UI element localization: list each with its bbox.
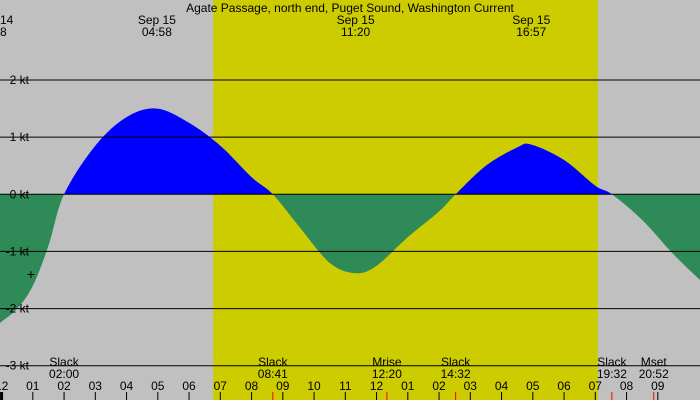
hour-label-7: 06 <box>182 379 196 393</box>
hour-label-4: 03 <box>89 379 103 393</box>
hour-label-2: 01 <box>26 379 40 393</box>
event-name-4: Slack <box>597 355 627 369</box>
max-flow-time-2: 16:57 <box>516 25 546 39</box>
edge-label-bottom: 8 <box>0 25 7 39</box>
current-area-layer <box>0 108 700 323</box>
event-time-5: 20:52 <box>639 367 669 381</box>
max-flow-date-0: Sep 15 <box>138 13 176 27</box>
hour-label-10: 09 <box>276 379 290 393</box>
ebb-area-2 <box>272 194 456 274</box>
hour-label-14: 01 <box>401 379 415 393</box>
hour-label-11: 10 <box>307 379 321 393</box>
event-name-2: Mrise <box>372 355 402 369</box>
max-flow-time-0: 04:58 <box>142 25 172 39</box>
hour-label-1: 12 <box>0 379 9 393</box>
max-flow-date-2: Sep 15 <box>512 13 550 27</box>
event-name-5: Mset <box>641 355 668 369</box>
hour-label-3: 02 <box>57 379 71 393</box>
hour-label-16: 03 <box>464 379 478 393</box>
chart-title: Agate Passage, north end, Puget Sound, W… <box>186 1 514 15</box>
event-name-1: Slack <box>258 355 288 369</box>
edge-label-top: 14 <box>0 13 14 27</box>
hour-label-9: 08 <box>245 379 259 393</box>
hour-label-15: 02 <box>432 379 446 393</box>
flood-area-3 <box>455 143 612 195</box>
y-tick-label: -3 kt <box>6 359 30 373</box>
hour-label-6: 05 <box>151 379 165 393</box>
y-tick-label: 1 kt <box>10 130 30 144</box>
event-time-4: 19:32 <box>597 367 627 381</box>
y-tick-label: -2 kt <box>6 302 30 316</box>
hour-label-19: 06 <box>557 379 571 393</box>
ebb-area-0 <box>0 194 65 323</box>
event-labels: Slack02:00Slack08:41Mrise12:20Slack14:32… <box>49 355 669 400</box>
y-tick-label: 0 kt <box>10 187 30 201</box>
flood-area-1 <box>64 108 273 195</box>
hour-label-20: 07 <box>589 379 603 393</box>
hour-label-12: 11 <box>339 379 352 393</box>
max-flow-time-1: 11:20 <box>341 25 370 39</box>
ebb-area-4 <box>611 194 700 280</box>
event-time-3: 14:32 <box>441 367 471 381</box>
gridlines: 2 kt 1 kt 0 kt -1 kt -2 kt -3 kt <box>0 73 700 373</box>
y-tick-label: 2 kt <box>10 73 30 87</box>
hour-label-17: 04 <box>495 379 509 393</box>
hour-label-22: 09 <box>651 379 665 393</box>
event-name-0: Slack <box>49 355 79 369</box>
hour-label-5: 04 <box>120 379 134 393</box>
hour-label-21: 08 <box>620 379 634 393</box>
hour-label-13: 12 <box>370 379 384 393</box>
max-flow-date-1: Sep 15 <box>337 13 375 27</box>
crosshair-marker: + <box>27 266 35 282</box>
hour-label-8: 07 <box>214 379 228 393</box>
event-name-3: Slack <box>441 355 471 369</box>
hour-label-18: 05 <box>526 379 540 393</box>
event-time-2: 12:20 <box>372 367 402 381</box>
hour-axis: 1112010203040506070809101112010203040506… <box>0 379 665 400</box>
event-time-1: 08:41 <box>258 367 288 381</box>
event-time-0: 02:00 <box>49 367 79 381</box>
y-tick-label: -1 kt <box>6 244 30 258</box>
